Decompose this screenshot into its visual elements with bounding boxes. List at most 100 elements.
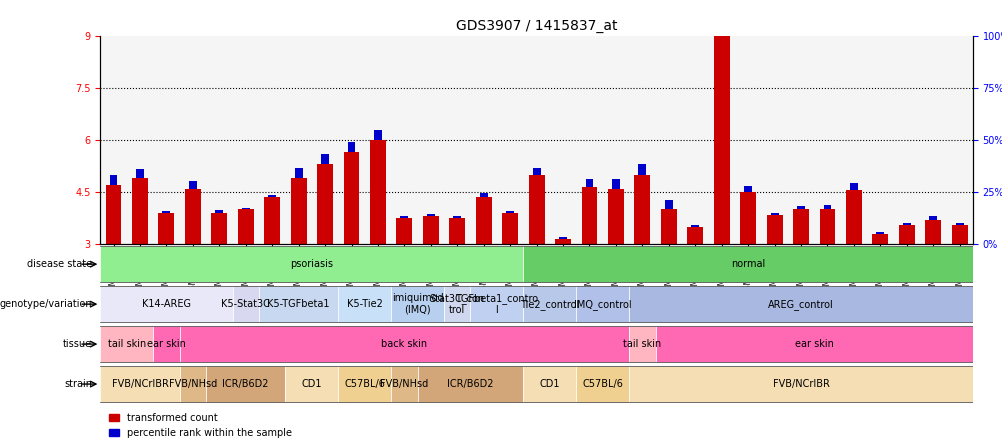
Bar [295,168,303,178]
FancyBboxPatch shape [100,326,153,362]
Text: ear skin: ear skin [794,339,833,349]
FancyBboxPatch shape [470,286,523,322]
Text: K5-Stat3C: K5-Stat3C [221,299,270,309]
Bar [400,216,408,218]
FancyBboxPatch shape [232,286,259,322]
FancyBboxPatch shape [100,246,523,282]
Bar [506,211,514,213]
Bar [902,223,910,225]
Bar [162,211,170,213]
Text: ICR/B6D2: ICR/B6D2 [222,379,269,389]
Text: K5-TGFbeta1: K5-TGFbeta1 [268,299,330,309]
FancyBboxPatch shape [391,286,444,322]
FancyBboxPatch shape [576,366,628,402]
Bar [558,237,566,239]
Bar [132,178,147,244]
Bar [184,189,200,244]
Bar [396,218,412,244]
Bar [898,225,914,244]
Bar [638,164,645,174]
Text: strain: strain [64,379,92,389]
Bar [453,216,461,218]
Bar [427,214,435,216]
Bar [348,142,355,152]
FancyBboxPatch shape [205,366,286,402]
Bar [105,185,121,244]
Bar [929,216,936,220]
FancyBboxPatch shape [628,326,655,362]
Bar [845,190,861,244]
Title: GDS3907 / 1415837_at: GDS3907 / 1415837_at [455,19,617,33]
Bar [660,210,676,244]
Bar [955,223,963,225]
Text: ICR/B6D2: ICR/B6D2 [447,379,493,389]
Text: back skin: back skin [381,339,427,349]
FancyBboxPatch shape [259,286,338,322]
Bar [532,168,540,174]
Bar [823,205,831,210]
Bar [136,170,144,178]
FancyBboxPatch shape [444,286,470,322]
Bar [611,179,619,189]
FancyBboxPatch shape [100,286,232,322]
Bar [819,210,835,244]
Text: psoriasis: psoriasis [290,259,333,269]
Text: disease state: disease state [27,259,92,269]
Bar [237,210,254,244]
Bar [268,195,276,197]
FancyBboxPatch shape [153,326,179,362]
Text: FVB/NHsd: FVB/NHsd [380,379,428,389]
Bar [770,213,778,214]
Bar [581,187,597,244]
Bar [686,227,702,244]
Text: ear skin: ear skin [147,339,185,349]
Text: IMQ_control: IMQ_control [573,299,631,309]
Bar [317,164,333,244]
Bar [849,182,857,190]
Text: genotype/variation: genotype/variation [0,299,92,309]
Bar [502,213,518,244]
Bar [291,178,307,244]
Bar [690,225,698,227]
Text: CD1: CD1 [302,379,322,389]
FancyBboxPatch shape [417,366,523,402]
FancyBboxPatch shape [523,286,576,322]
Text: FVB/NCrIBR: FVB/NCrIBR [772,379,829,389]
Text: Stat3C_con
trol: Stat3C_con trol [429,293,484,315]
Bar [321,155,329,164]
Text: tissue: tissue [63,339,92,349]
Bar [585,179,593,187]
Bar [797,206,805,210]
FancyBboxPatch shape [391,366,417,402]
Text: AREG_control: AREG_control [768,299,833,309]
FancyBboxPatch shape [286,366,338,402]
Bar [479,193,487,197]
Text: CD1: CD1 [539,379,559,389]
Bar [766,214,782,244]
Text: K5-Tie2: K5-Tie2 [347,299,383,309]
Bar [374,130,382,140]
Text: Tie2_control: Tie2_control [520,299,579,309]
Bar [739,192,756,244]
FancyBboxPatch shape [523,246,972,282]
FancyBboxPatch shape [338,366,391,402]
Bar [158,213,174,244]
FancyBboxPatch shape [628,366,972,402]
Text: FVB/NHsd: FVB/NHsd [168,379,216,389]
Bar [793,210,809,244]
FancyBboxPatch shape [179,326,628,362]
Text: TGFbeta1_contro
l: TGFbeta1_contro l [455,293,538,315]
Bar [109,175,117,185]
Bar [241,208,249,210]
Bar [607,189,623,244]
Text: FVB/NCrIBR: FVB/NCrIBR [111,379,168,389]
Legend: transformed count, percentile rank within the sample: transformed count, percentile rank withi… [105,409,296,441]
FancyBboxPatch shape [523,366,576,402]
Bar [717,9,725,36]
FancyBboxPatch shape [338,286,391,322]
Bar [743,186,752,192]
Text: K14-AREG: K14-AREG [141,299,190,309]
Bar [925,220,940,244]
Text: C57BL/6: C57BL/6 [582,379,622,389]
Bar [475,197,491,244]
